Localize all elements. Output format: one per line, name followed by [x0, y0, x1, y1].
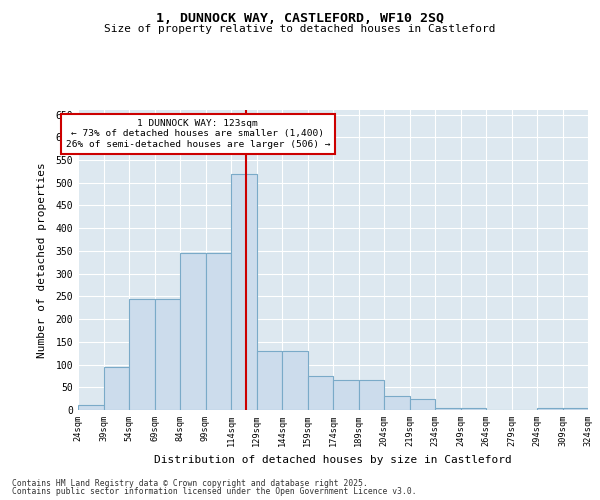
- Bar: [282, 351, 308, 410]
- Bar: [205, 253, 231, 410]
- Bar: [308, 376, 333, 410]
- Bar: [409, 398, 435, 410]
- Text: 1, DUNNOCK WAY, CASTLEFORD, WF10 2SQ: 1, DUNNOCK WAY, CASTLEFORD, WF10 2SQ: [156, 12, 444, 26]
- Bar: [257, 351, 282, 410]
- Bar: [180, 253, 205, 410]
- Bar: [333, 380, 359, 410]
- Bar: [384, 396, 409, 410]
- Bar: [461, 408, 486, 410]
- X-axis label: Distribution of detached houses by size in Castleford: Distribution of detached houses by size …: [154, 454, 512, 464]
- Bar: [231, 174, 257, 410]
- Y-axis label: Number of detached properties: Number of detached properties: [37, 162, 47, 358]
- Text: Contains public sector information licensed under the Open Government Licence v3: Contains public sector information licen…: [12, 487, 416, 496]
- Bar: [78, 406, 104, 410]
- Bar: [104, 367, 129, 410]
- Text: Size of property relative to detached houses in Castleford: Size of property relative to detached ho…: [104, 24, 496, 34]
- Bar: [537, 408, 563, 410]
- Bar: [129, 298, 155, 410]
- Bar: [359, 380, 384, 410]
- Text: Contains HM Land Registry data © Crown copyright and database right 2025.: Contains HM Land Registry data © Crown c…: [12, 478, 368, 488]
- Bar: [435, 408, 461, 410]
- Bar: [563, 408, 588, 410]
- Bar: [155, 298, 180, 410]
- Text: 1 DUNNOCK WAY: 123sqm
← 73% of detached houses are smaller (1,400)
26% of semi-d: 1 DUNNOCK WAY: 123sqm ← 73% of detached …: [65, 119, 330, 149]
